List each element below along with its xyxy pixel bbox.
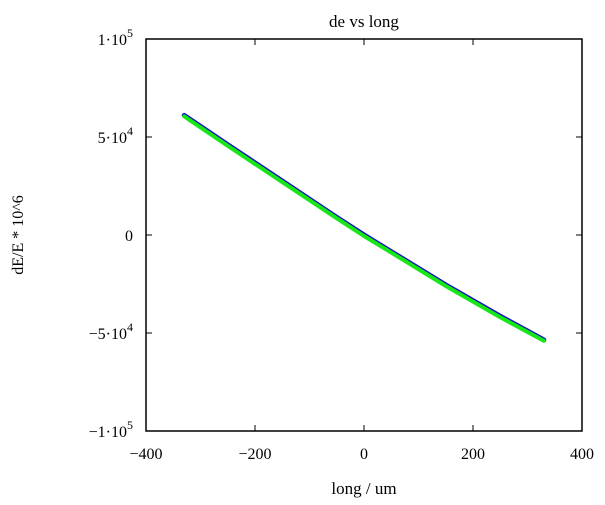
x-tick-label: −400 [129,446,162,463]
x-axis-label: long / um [331,479,396,498]
y-tick-label: 5·104 [98,124,133,147]
x-tick-label: −200 [238,446,271,463]
y-tick-label-exponent: 4 [127,124,133,138]
x-tick-label: 0 [360,446,368,463]
x-axis-ticks: −400 −200 0 200 400 [129,39,594,463]
series-layer [181,112,547,343]
y-tick-label-mantissa: 0 [125,228,133,245]
y-axis-label: dE/E * 10^6 [10,195,27,275]
y-tick-label-mantissa: 1·10 [98,32,127,49]
y-tick-label: 0 [125,228,133,245]
x-tick-label: 400 [570,446,594,463]
y-tick-label: 1·105 [98,26,133,49]
y-tick-label-mantissa: −1·10 [89,424,127,441]
y-tick-label-exponent: 5 [127,418,133,432]
series-line-1 [182,114,546,343]
y-tick-label-exponent: 4 [127,320,133,334]
y-tick-label-mantissa: −5·10 [89,326,127,343]
y-tick-label: −1·105 [89,418,133,441]
series-line-0 [181,112,547,343]
y-tick-label: −5·104 [89,320,133,343]
y-tick-label-mantissa: 5·10 [98,130,127,147]
x-tick-label: 200 [461,446,485,463]
chart-title: de vs long [329,12,399,31]
y-tick-label-exponent: 5 [127,26,133,40]
